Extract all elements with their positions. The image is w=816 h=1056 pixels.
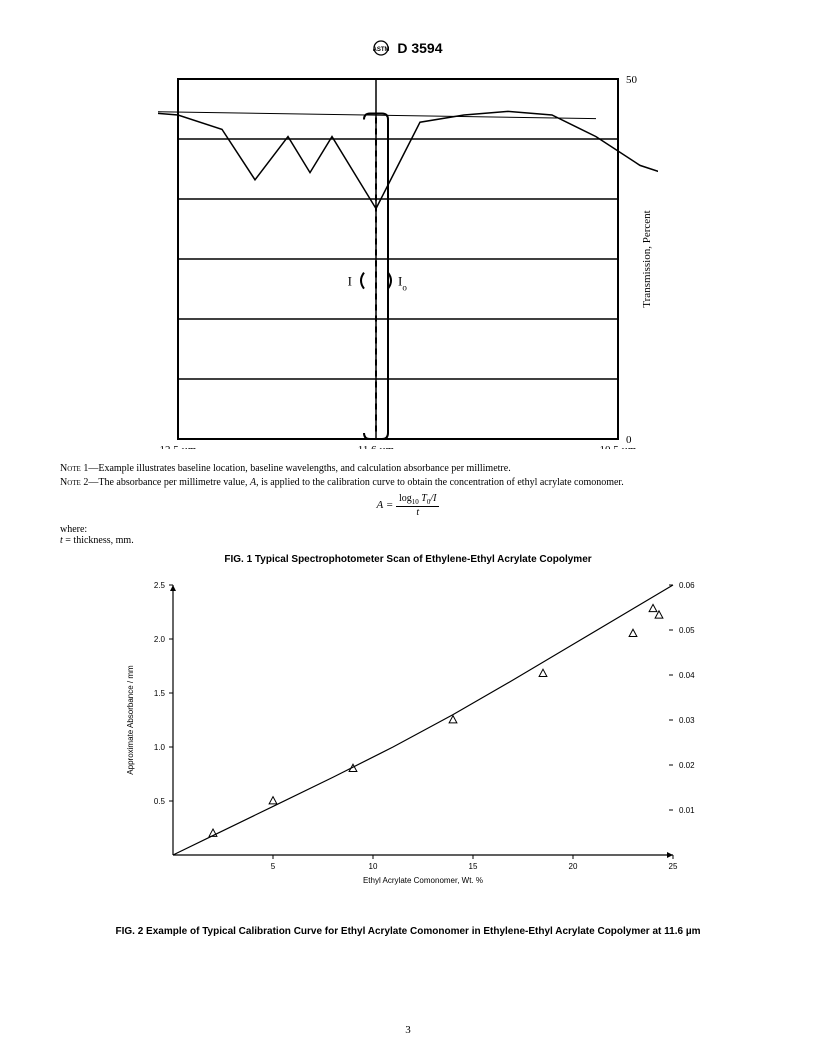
svg-text:0.06: 0.06 [679, 581, 695, 590]
note-1: Note 1—Example illustrates baseline loca… [60, 462, 756, 476]
notes-block: Note 1—Example illustrates baseline loca… [60, 462, 756, 489]
where-block: where: t = thickness, mm. [60, 524, 756, 546]
svg-text:15: 15 [469, 862, 478, 871]
svg-text:0.02: 0.02 [679, 761, 695, 770]
svg-text:Transmission, Percent: Transmission, Percent [641, 210, 653, 307]
svg-text:1.0: 1.0 [154, 743, 166, 752]
eq-denominator: t [396, 507, 439, 518]
eq-numerator: log10 T0/I [396, 493, 439, 507]
svg-text:20: 20 [569, 862, 578, 871]
note-1-text: Example illustrates baseline location, b… [98, 463, 510, 474]
page-content: ASTM D 3594 IIo12.5 µm11.6 µm10.5 µm050T… [0, 0, 816, 975]
svg-text:1.5: 1.5 [154, 689, 166, 698]
svg-text:25: 25 [669, 862, 678, 871]
figure-2-caption: FIG. 2 Example of Typical Calibration Cu… [60, 926, 756, 937]
where-label: where: [60, 524, 756, 535]
svg-text:0.01: 0.01 [679, 806, 695, 815]
svg-text:0: 0 [626, 434, 632, 446]
svg-text:50: 50 [626, 74, 638, 86]
note-2-text-b: , is applied to the calibration curve to… [256, 477, 624, 488]
figure-1-caption: FIG. 1 Typical Spectrophotometer Scan of… [60, 554, 756, 565]
page-number: 3 [0, 1024, 816, 1036]
svg-text:I: I [348, 274, 352, 289]
note-2: Note 2—The absorbance per millimetre val… [60, 476, 756, 490]
note-2-num: 2— [81, 477, 99, 488]
page-header: ASTM D 3594 [60, 40, 756, 59]
svg-text:Ethyl Acrylate Comonomer, Wt.: Ethyl Acrylate Comonomer, Wt. % [363, 876, 483, 885]
eq-fraction: log10 T0/I t [396, 493, 439, 518]
svg-text:2.5: 2.5 [154, 581, 166, 590]
figure-2: 5 10 15 20 25 Ethyl Acrylate Comonomer, Wt. %… [60, 573, 756, 918]
svg-text:0.04: 0.04 [679, 671, 695, 680]
svg-text:12.5 µm: 12.5 µm [160, 444, 197, 449]
svg-text:2.0: 2.0 [154, 635, 166, 644]
eq-sign: = [383, 499, 396, 511]
svg-text:0.03: 0.03 [679, 716, 695, 725]
svg-text:Approximate Absorbance / mm: Approximate Absorbance / mm [126, 665, 135, 775]
note-2-text-a: The absorbance per millimetre value, [98, 477, 250, 488]
note-1-label: Note [60, 463, 81, 474]
note-2-label: Note [60, 477, 81, 488]
note-1-num: 1— [81, 463, 99, 474]
equation: A = log10 T0/I t [60, 493, 756, 518]
svg-text:0.5: 0.5 [154, 797, 166, 806]
svg-text:ASTM: ASTM [373, 47, 389, 53]
svg-text:Io: Io [398, 274, 407, 293]
figure-1: IIo12.5 µm11.6 µm10.5 µm050Transmission,… [60, 69, 756, 454]
svg-text:5: 5 [271, 862, 276, 871]
standard-number: D 3594 [397, 40, 442, 56]
astm-logo-icon: ASTM [373, 40, 389, 59]
svg-text:10: 10 [369, 862, 378, 871]
svg-text:0.05: 0.05 [679, 626, 695, 635]
svg-text:11.6 µm: 11.6 µm [358, 444, 395, 449]
figure-2-svg: 5 10 15 20 25 Ethyl Acrylate Comonomer, Wt. %… [118, 573, 698, 913]
where-t: t = thickness, mm. [60, 535, 756, 546]
figure-1-svg: IIo12.5 µm11.6 µm10.5 µm050Transmission,… [158, 69, 658, 449]
